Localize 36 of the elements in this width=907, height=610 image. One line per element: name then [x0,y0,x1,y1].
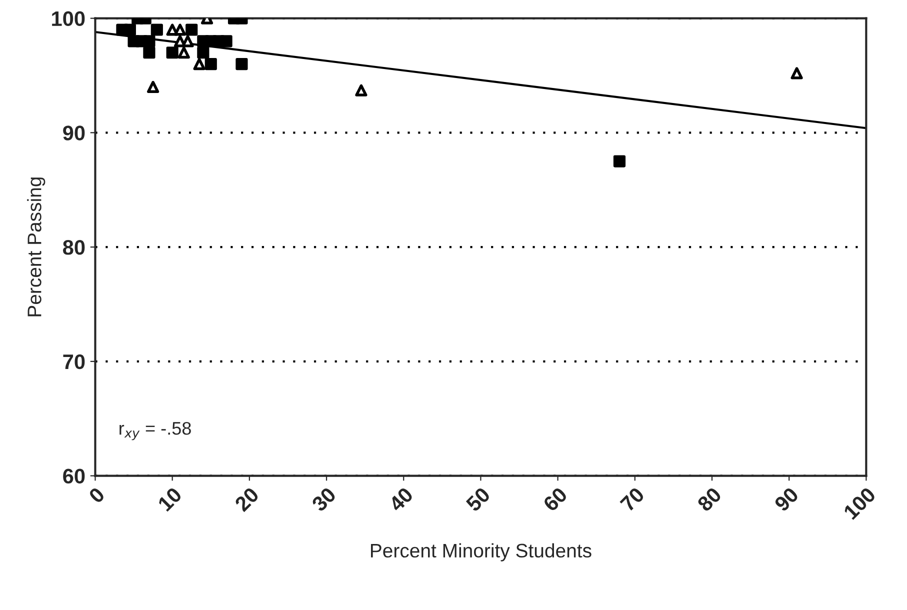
y-axis-title: Percent Passing [27,178,46,316]
x-tick-label: 90 [774,486,800,512]
point [182,35,194,48]
point [197,46,210,59]
point [220,35,232,48]
x-tick-label: 80 [696,486,722,512]
x-tick-label: 70 [620,486,646,512]
point [790,67,803,80]
point [204,58,217,70]
point [143,35,156,48]
x-tick-label: 40 [388,486,414,513]
point [147,80,160,93]
annotation: r$_{xy}$ = -.58 [120,422,191,440]
y-tick-label: 80 [63,240,85,255]
point [166,46,178,59]
x-tick-label: 10 [157,486,183,512]
y-tick-label: 100 [52,11,85,26]
point [236,58,248,70]
x-tick-label: 50 [465,486,491,512]
y-tick-label: 60 [63,468,85,484]
point [174,24,186,36]
point [613,155,626,168]
point [186,24,198,36]
point [178,46,190,59]
y-tick-label: 70 [63,354,85,370]
x-tick-label: 30 [310,486,337,512]
x-tick-label: 100 [842,486,876,520]
y-tick-label: 90 [63,126,85,140]
point [355,84,368,96]
point [143,46,156,59]
x-tick-label: 20 [234,486,260,512]
x-axis-title: Percent Minority Students [370,543,592,562]
point [193,58,206,70]
x-tick-label: 0 [88,486,106,504]
point [150,24,163,36]
x-tick-label: 60 [542,486,568,512]
